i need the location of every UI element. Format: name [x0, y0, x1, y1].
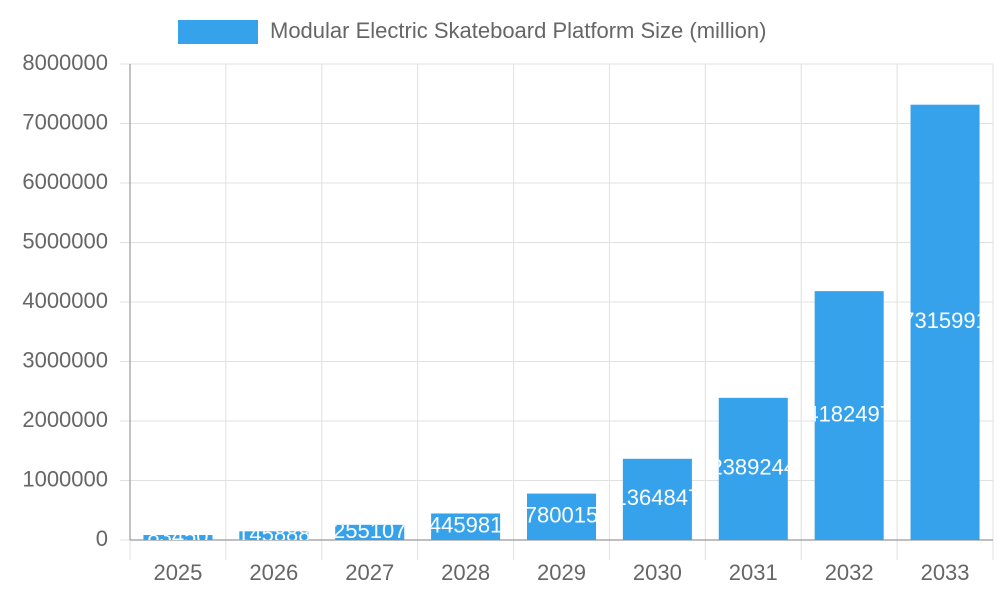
bar	[910, 104, 980, 540]
bar	[622, 458, 692, 540]
bar	[718, 397, 788, 540]
x-tick-label: 2031	[729, 560, 778, 585]
legend-swatch	[178, 20, 258, 44]
bar	[335, 524, 405, 540]
x-tick-label: 2026	[249, 560, 298, 585]
y-tick-label: 7000000	[22, 109, 108, 134]
y-tick-label: 1000000	[22, 466, 108, 491]
x-tick-label: 2028	[441, 560, 490, 585]
y-tick-label: 5000000	[22, 228, 108, 253]
data-label: 4182497	[806, 401, 892, 426]
x-tick-label: 2025	[153, 560, 202, 585]
data-label: 7315991	[902, 308, 988, 333]
data-label: 83450	[147, 523, 208, 548]
y-tick-label: 6000000	[22, 169, 108, 194]
data-label: 445981	[429, 513, 502, 538]
data-label: 255107	[333, 518, 406, 543]
bar	[143, 535, 213, 540]
x-tick-label: 2032	[825, 560, 874, 585]
data-label: 1364847	[615, 485, 701, 510]
bar	[526, 493, 597, 540]
y-tick-label: 4000000	[22, 288, 108, 313]
bar	[239, 531, 309, 540]
y-tick-label: 8000000	[22, 50, 108, 75]
x-tick-label: 2033	[921, 560, 970, 585]
y-tick-label: 0	[96, 526, 108, 551]
data-label: 145888	[237, 521, 310, 546]
bar	[814, 291, 884, 540]
x-tick-label: 2029	[537, 560, 586, 585]
y-tick-label: 3000000	[22, 347, 108, 372]
y-tick-label: 2000000	[22, 407, 108, 432]
data-label: 780015	[525, 503, 598, 528]
x-tick-label: 2027	[345, 560, 394, 585]
bar	[431, 513, 501, 540]
legend-label: Modular Electric Skateboard Platform Siz…	[270, 18, 766, 43]
x-tick-label: 2030	[633, 560, 682, 585]
data-label: 2389244	[710, 455, 796, 480]
